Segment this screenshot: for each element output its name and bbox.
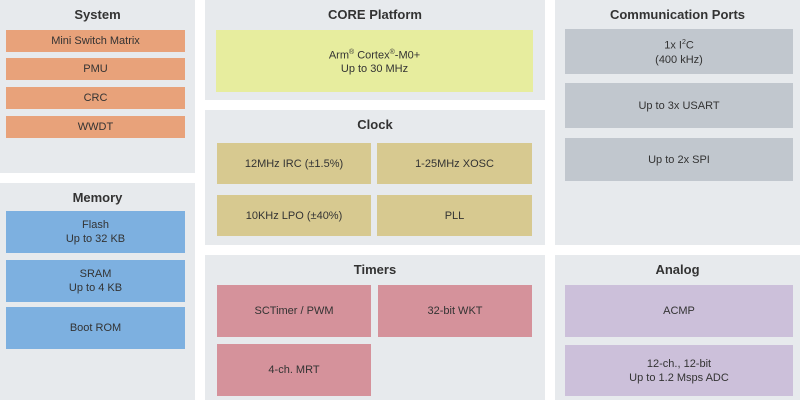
- block-label: 4-ch. MRT: [268, 364, 320, 376]
- block-label: Mini Switch Matrix: [51, 35, 140, 47]
- block-label: 10KHz LPO (±40%): [245, 209, 343, 222]
- analog-panel: Analog ACMP 12-ch., 12-bit Up to 1.2 Msps…: [555, 255, 800, 400]
- memory-title: Memory: [72, 190, 123, 205]
- i2c-block: 1x I2C (400 kHz): [565, 29, 793, 74]
- block-label: CRC: [83, 92, 108, 104]
- cpu-frequency: Up to 30 MHz: [340, 63, 409, 76]
- i2c-speed: (400 kHz): [655, 53, 703, 66]
- block-label: SCTimer / PWM: [254, 305, 334, 317]
- block-label: Up to 2x SPI: [648, 153, 710, 166]
- timers-panel: Timers SCTimer / PWM 32-bit WKT 4-ch. MR…: [205, 255, 545, 400]
- cpu-label: Arm® Cortex®-M0+: [328, 48, 421, 62]
- block-label: 32-bit WKT: [427, 305, 483, 317]
- sram-block: SRAM Up to 4 KB: [6, 260, 185, 302]
- clock-title: Clock: [357, 117, 393, 132]
- crc-block: CRC: [6, 87, 185, 109]
- wwdt-block: WWDT: [6, 116, 185, 138]
- block-label: PMU: [83, 63, 108, 75]
- system-panel: System Mini Switch Matrix PMU CRC WWDT: [0, 0, 195, 173]
- mrt-block: 4-ch. MRT: [217, 344, 371, 396]
- lpo-block: 10KHz LPO (±40%): [217, 195, 371, 236]
- core-title: CORE Platform: [328, 7, 422, 22]
- analog-title: Analog: [655, 262, 700, 277]
- flash-block: Flash Up to 32 KB: [6, 211, 185, 253]
- block-label: Flash: [82, 219, 109, 231]
- adc-block: 12-ch., 12-bit Up to 1.2 Msps ADC: [565, 345, 793, 396]
- xosc-block: 1-25MHz XOSC: [377, 143, 532, 184]
- usart-block: Up to 3x USART: [565, 83, 793, 128]
- irc-block: 12MHz IRC (±1.5%): [217, 143, 371, 184]
- clock-panel: Clock 12MHz IRC (±1.5%) 1-25MHz XOSC 10K…: [205, 110, 545, 245]
- timers-title: Timers: [353, 262, 397, 277]
- spi-block: Up to 2x SPI: [565, 138, 793, 181]
- block-label: SRAM: [79, 268, 112, 280]
- block-label: ACMP: [663, 305, 695, 317]
- pll-block: PLL: [377, 195, 532, 236]
- block-sublabel: Up to 1.2 Msps ADC: [629, 371, 729, 384]
- block-label: WWDT: [77, 121, 114, 133]
- block-sublabel: Up to 32 KB: [65, 233, 126, 245]
- cortex-m0-block: Arm® Cortex®-M0+ Up to 30 MHz: [216, 30, 533, 92]
- system-title: System: [74, 7, 121, 22]
- boot-rom-block: Boot ROM: [6, 307, 185, 349]
- acmp-block: ACMP: [565, 285, 793, 337]
- comm-title: Communication Ports: [609, 7, 746, 22]
- wkt-block: 32-bit WKT: [378, 285, 532, 337]
- i2c-label: 1x I2C: [664, 39, 694, 52]
- block-label: Boot ROM: [69, 322, 122, 334]
- block-label: 12MHz IRC (±1.5%): [244, 157, 344, 170]
- comm-panel: Communication Ports 1x I2C (400 kHz) Up …: [555, 0, 800, 245]
- core-panel: CORE Platform Arm® Cortex®-M0+ Up to 30 …: [205, 0, 545, 100]
- block-label: 12-ch., 12-bit: [646, 357, 712, 370]
- block-label: Up to 3x USART: [638, 99, 720, 112]
- mini-switch-matrix-block: Mini Switch Matrix: [6, 30, 185, 52]
- block-label: 1-25MHz XOSC: [415, 157, 494, 170]
- block-sublabel: Up to 4 KB: [68, 282, 123, 294]
- sctimer-block: SCTimer / PWM: [217, 285, 371, 337]
- memory-panel: Memory Flash Up to 32 KB SRAM Up to 4 KB B…: [0, 183, 195, 400]
- pmu-block: PMU: [6, 58, 185, 80]
- block-label: PLL: [444, 209, 465, 222]
